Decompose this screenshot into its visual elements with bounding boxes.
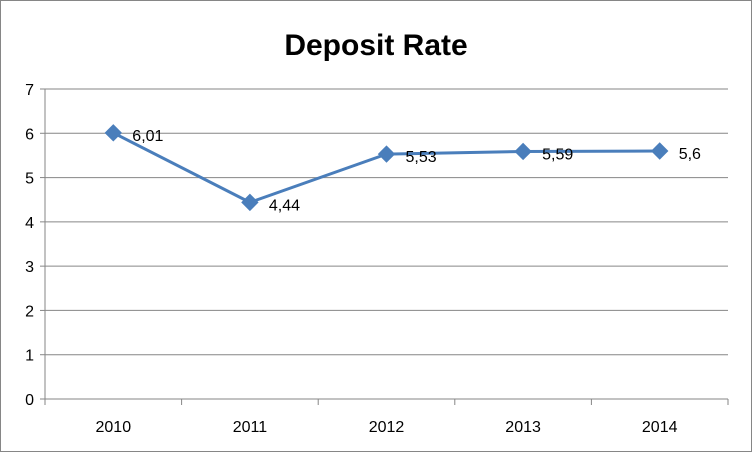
axes: 0 1 2 3 4 5 6 7 2010 2011 2012 2013 2014 — [25, 82, 729, 436]
series: 6,01 4,44 5,53 5,59 5,6 — [104, 124, 701, 214]
data-point-2011 — [241, 193, 259, 212]
data-label-2014: 5,6 — [679, 146, 701, 163]
data-label-2012: 5,53 — [406, 149, 437, 166]
data-point-2012 — [377, 145, 396, 163]
data-label-2013: 5,59 — [542, 146, 573, 163]
y-tick-label: 3 — [25, 259, 34, 276]
y-tick-label: 1 — [25, 348, 34, 365]
y-tick-label: 5 — [25, 171, 34, 188]
x-tick-label: 2013 — [505, 419, 541, 436]
y-tick-label: 0 — [25, 392, 34, 409]
data-label-2011: 4,44 — [269, 197, 300, 214]
data-point-2014 — [650, 142, 669, 160]
data-label-2010: 6,01 — [132, 128, 163, 145]
data-point-2010 — [104, 124, 123, 142]
y-tick-label: 6 — [25, 126, 34, 143]
y-tick-label: 7 — [25, 82, 34, 99]
gridlines — [45, 88, 728, 356]
x-tick-label: 2014 — [642, 419, 678, 436]
data-point-2013 — [514, 142, 532, 161]
y-tick-label: 2 — [25, 303, 34, 320]
x-tick-label: 2010 — [96, 419, 132, 436]
x-tick-label: 2012 — [369, 419, 405, 436]
series-line — [112, 131, 660, 204]
chart-title: Deposit Rate — [284, 29, 467, 62]
y-tick-label: 4 — [25, 215, 34, 232]
x-tick-label: 2011 — [233, 419, 268, 436]
